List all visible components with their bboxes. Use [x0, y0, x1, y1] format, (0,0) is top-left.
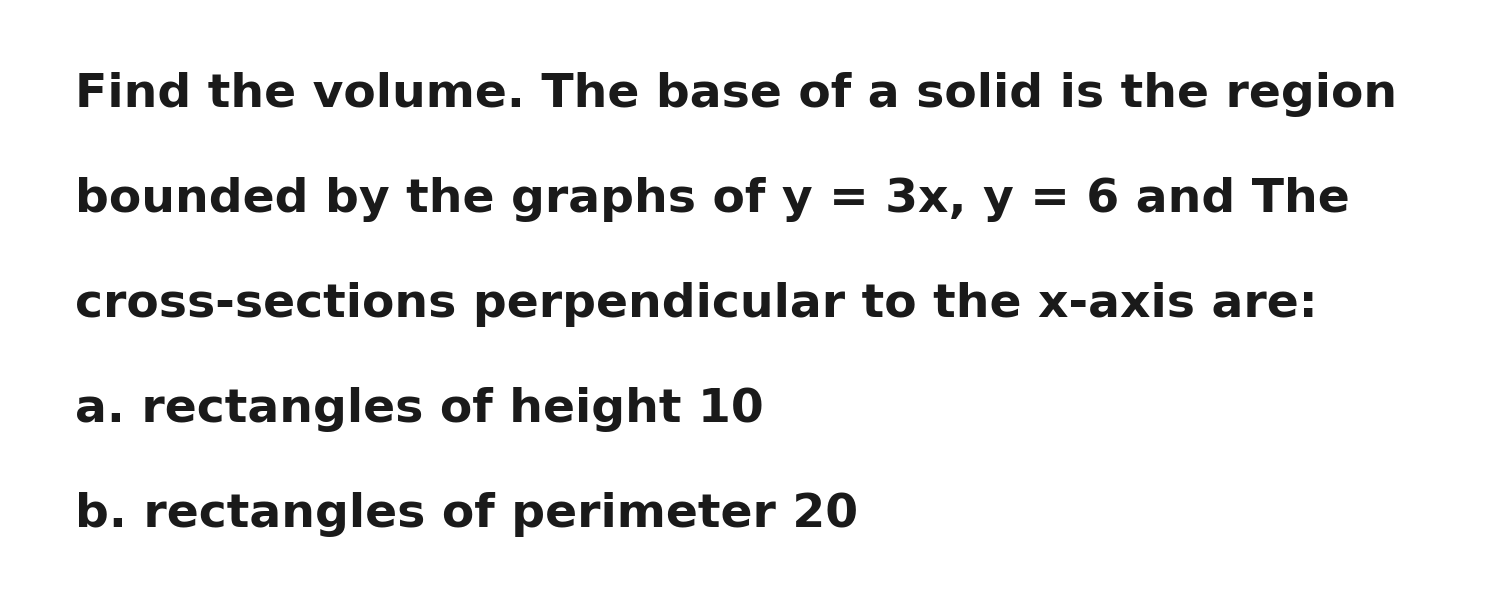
- Text: bounded by the graphs of y = 3x, y = 6 and The: bounded by the graphs of y = 3x, y = 6 a…: [75, 177, 1350, 222]
- Text: Find the volume. The base of a solid is the region: Find the volume. The base of a solid is …: [75, 72, 1396, 117]
- Text: cross-sections perpendicular to the x-axis are:: cross-sections perpendicular to the x-ax…: [75, 282, 1317, 327]
- Text: b. rectangles of perimeter 20: b. rectangles of perimeter 20: [75, 492, 858, 537]
- Text: a. rectangles of height 10: a. rectangles of height 10: [75, 387, 764, 432]
